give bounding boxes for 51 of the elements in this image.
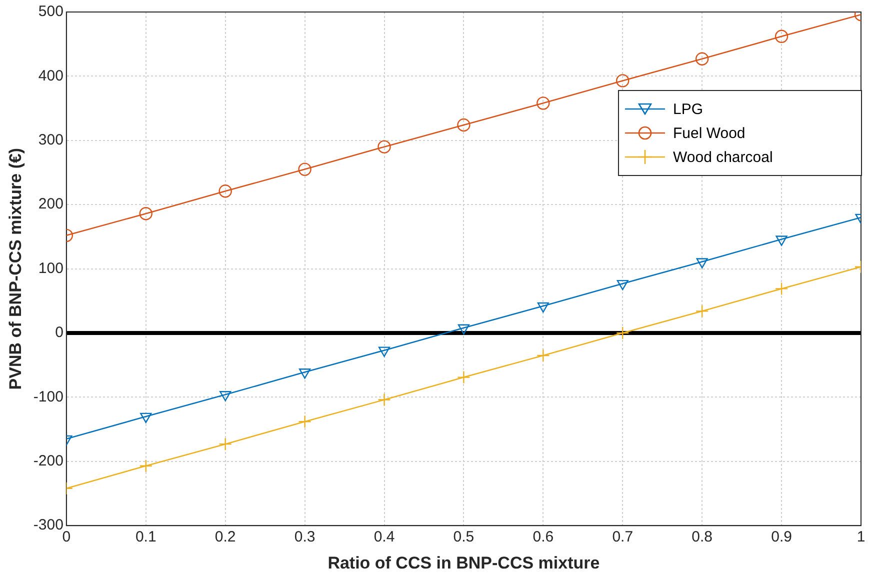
y-tick-label: -300 (33, 516, 64, 534)
x-tick-label: 0.7 (612, 528, 634, 546)
point (695, 52, 709, 66)
point (458, 324, 470, 334)
point (140, 412, 152, 424)
point (537, 302, 549, 313)
point (776, 236, 788, 246)
point (774, 30, 788, 43)
point (695, 304, 709, 318)
point (774, 282, 788, 296)
point (218, 184, 232, 198)
point (139, 459, 152, 472)
legend-label: Fuel Wood (673, 124, 746, 142)
y-tick-label: -100 (33, 388, 64, 406)
x-tick-label: 0.8 (692, 528, 713, 546)
point (457, 118, 470, 132)
x-tick-label: 0.3 (294, 528, 316, 546)
point (298, 162, 312, 176)
x-tick-label: 1 (856, 528, 866, 546)
point (616, 280, 628, 290)
point (616, 74, 630, 88)
legend-label: LPG (673, 100, 704, 118)
x-tick-label: 0.2 (214, 528, 236, 546)
x-tick-label: 0.4 (374, 528, 395, 546)
point (536, 96, 550, 110)
x-axis-title: Ratio of CCS in BNP-CCS mixture (328, 553, 600, 572)
x-tick-label: 0.9 (771, 528, 792, 546)
point (218, 437, 232, 451)
y-tick-label: 400 (38, 67, 64, 84)
y-tick-label: 300 (38, 132, 64, 149)
point (696, 258, 708, 268)
point (378, 393, 391, 406)
point (536, 348, 550, 362)
y-tick-label: 200 (38, 196, 64, 213)
point (220, 391, 232, 402)
point (378, 346, 390, 357)
y-tick-label: 500 (38, 3, 64, 20)
point (378, 140, 391, 154)
point (298, 414, 312, 428)
point (457, 370, 470, 384)
point (139, 206, 152, 220)
x-tick-label: 0.1 (135, 528, 156, 546)
y-tick-label: 100 (38, 260, 64, 277)
x-tick-label: 0.6 (532, 528, 554, 546)
legend-label: Wood charcoal (673, 148, 773, 166)
y-tick-label: 0 (55, 324, 64, 342)
y-axis-title: PVNB of BNP-CCS mixture (€) (6, 148, 25, 390)
x-tick-label: 0.5 (453, 528, 474, 546)
point (299, 368, 311, 379)
y-tick-label: -200 (33, 452, 64, 470)
point (616, 326, 630, 340)
